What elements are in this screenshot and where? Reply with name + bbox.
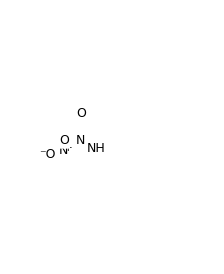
- Text: N: N: [59, 144, 69, 157]
- Text: N: N: [76, 134, 85, 147]
- Text: O: O: [59, 142, 69, 155]
- Text: NH: NH: [87, 142, 105, 155]
- Text: O: O: [59, 135, 69, 147]
- Text: O: O: [76, 107, 86, 120]
- Text: +: +: [65, 143, 73, 153]
- Text: ⁻O: ⁻O: [39, 148, 56, 161]
